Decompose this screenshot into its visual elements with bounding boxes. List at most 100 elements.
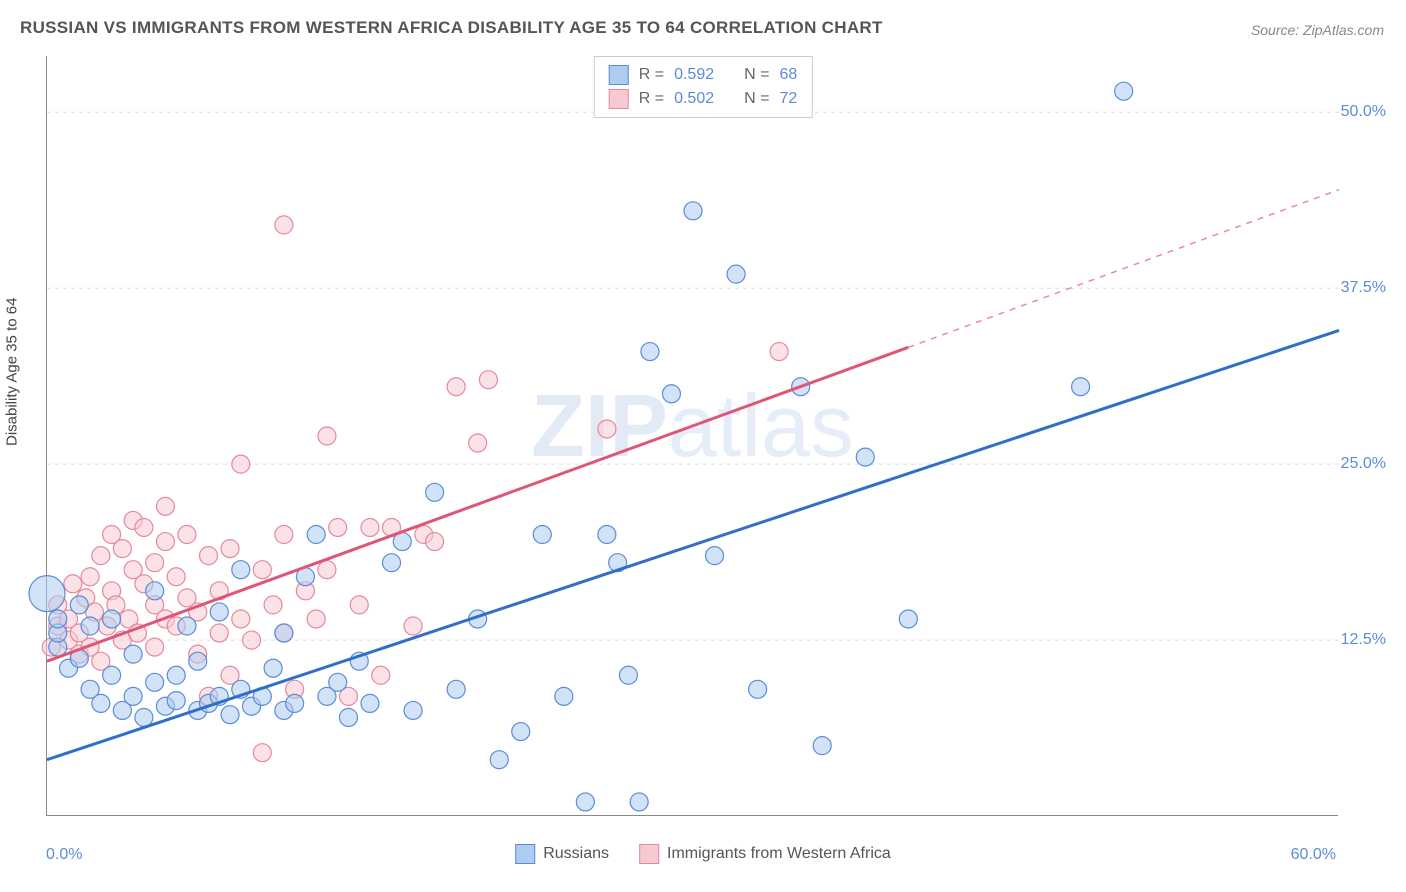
data-point-blue (630, 793, 648, 811)
data-point-pink (64, 575, 82, 593)
data-point-pink (243, 631, 261, 649)
data-point-pink (253, 744, 271, 762)
data-point-pink (350, 596, 368, 614)
y-tick-label: 37.5% (1341, 279, 1386, 297)
data-point-pink (318, 427, 336, 445)
legend-swatch-blue (515, 844, 535, 864)
data-point-blue (339, 708, 357, 726)
data-point-pink (146, 638, 164, 656)
data-point-blue (103, 610, 121, 628)
data-point-pink (167, 568, 185, 586)
data-point-pink (156, 533, 174, 551)
legend-swatch-blue (609, 65, 629, 85)
data-point-blue (856, 448, 874, 466)
data-point-pink (146, 554, 164, 572)
data-point-blue (1115, 82, 1133, 100)
x-tick-max: 60.0% (1291, 846, 1336, 864)
data-point-pink (221, 540, 239, 558)
data-point-pink (92, 547, 110, 565)
data-point-blue (221, 706, 239, 724)
r-value-pink: 0.502 (674, 90, 714, 108)
trend-line-blue (47, 330, 1339, 759)
data-point-blue (135, 708, 153, 726)
r-value-blue: 0.592 (674, 66, 714, 84)
data-point-pink (479, 371, 497, 389)
y-tick-label: 12.5% (1341, 631, 1386, 649)
y-axis-label: Disability Age 35 to 64 (4, 298, 21, 446)
legend-label: Immigrants from Western Africa (667, 845, 891, 863)
source-attribution: Source: ZipAtlas.com (1251, 22, 1384, 38)
data-point-pink (113, 540, 131, 558)
data-point-pink (770, 343, 788, 361)
data-point-blue (426, 483, 444, 501)
data-point-pink (264, 596, 282, 614)
n-value-blue: 68 (779, 66, 797, 84)
data-point-pink (372, 666, 390, 684)
data-point-blue (167, 666, 185, 684)
n-value-pink: 72 (779, 90, 797, 108)
data-point-blue (598, 526, 616, 544)
data-point-blue (81, 617, 99, 635)
data-point-pink (307, 610, 325, 628)
data-point-blue (189, 652, 207, 670)
scatter-svg (47, 56, 1338, 815)
data-point-blue (178, 617, 196, 635)
data-point-pink (210, 624, 228, 642)
data-point-blue (264, 659, 282, 677)
data-point-pink (598, 420, 616, 438)
legend-row-blue: R = 0.592 N = 68 (609, 63, 798, 87)
data-point-blue (641, 343, 659, 361)
data-point-blue (146, 673, 164, 691)
data-point-pink (361, 518, 379, 536)
data-point-blue (329, 673, 347, 691)
data-point-pink (275, 216, 293, 234)
data-point-pink (426, 533, 444, 551)
n-label: N = (744, 90, 769, 108)
data-point-pink (404, 617, 422, 635)
legend-item-immigrants: Immigrants from Western Africa (639, 844, 891, 864)
data-point-blue (29, 576, 65, 612)
trend-line-pink-extrapolated (908, 190, 1339, 348)
data-point-blue (275, 624, 293, 642)
data-point-blue (92, 694, 110, 712)
data-point-blue (706, 547, 724, 565)
data-point-pink (135, 518, 153, 536)
data-point-blue (232, 561, 250, 579)
data-point-blue (619, 666, 637, 684)
data-point-pink (469, 434, 487, 452)
data-point-blue (727, 265, 745, 283)
data-point-blue (124, 687, 142, 705)
x-tick-min: 0.0% (46, 846, 82, 864)
data-point-blue (70, 596, 88, 614)
data-point-pink (275, 526, 293, 544)
data-point-blue (1072, 378, 1090, 396)
r-label: R = (639, 66, 664, 84)
legend-row-pink: R = 0.502 N = 72 (609, 87, 798, 111)
data-point-pink (329, 518, 347, 536)
legend-series: Russians Immigrants from Western Africa (515, 844, 891, 864)
data-point-pink (253, 561, 271, 579)
data-point-blue (555, 687, 573, 705)
data-point-pink (318, 561, 336, 579)
plot-area: ZIPatlas (46, 56, 1338, 816)
data-point-blue (576, 793, 594, 811)
data-point-blue (899, 610, 917, 628)
data-point-blue (146, 582, 164, 600)
chart-title: RUSSIAN VS IMMIGRANTS FROM WESTERN AFRIC… (20, 18, 883, 38)
data-point-blue (49, 610, 67, 628)
data-point-pink (232, 455, 250, 473)
data-point-blue (307, 526, 325, 544)
data-point-blue (404, 701, 422, 719)
legend-label: Russians (543, 845, 609, 863)
data-point-blue (361, 694, 379, 712)
data-point-blue (490, 751, 508, 769)
data-point-blue (210, 603, 228, 621)
y-tick-label: 25.0% (1341, 455, 1386, 473)
legend-swatch-pink (609, 89, 629, 109)
data-point-pink (156, 497, 174, 515)
data-point-blue (447, 680, 465, 698)
data-point-blue (124, 645, 142, 663)
legend-correlation: R = 0.592 N = 68 R = 0.502 N = 72 (594, 56, 813, 118)
data-point-blue (103, 666, 121, 684)
legend-swatch-pink (639, 844, 659, 864)
